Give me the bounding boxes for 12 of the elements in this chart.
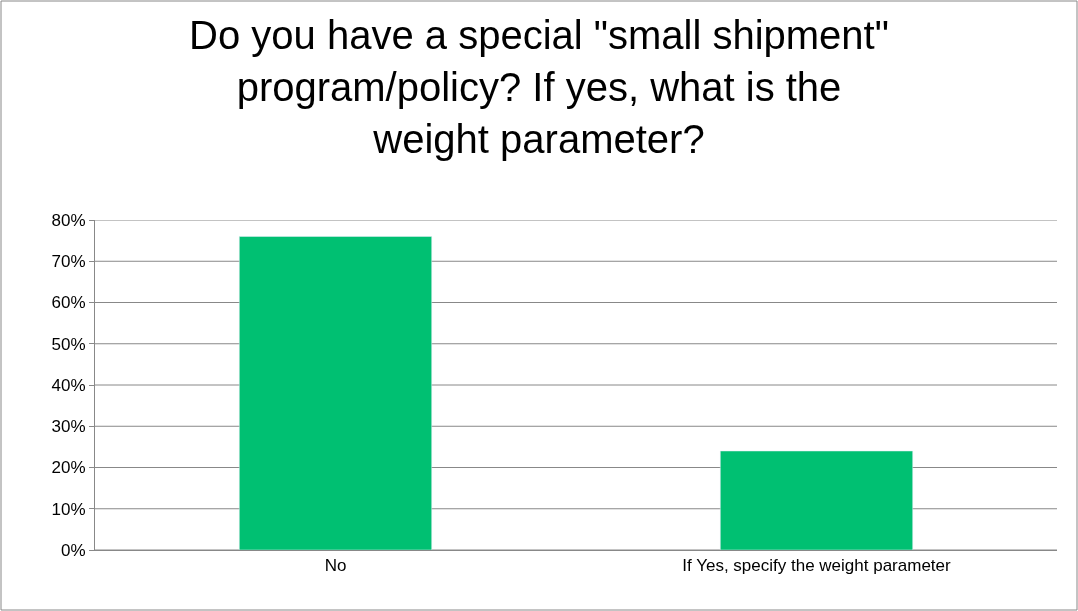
y-tick-label: 80% <box>51 210 86 230</box>
y-tick-label: 30% <box>51 417 86 437</box>
x-tick-label: No <box>324 556 347 576</box>
y-tick-label: 20% <box>51 458 86 478</box>
y-tick-label: 70% <box>51 252 86 272</box>
y-tick-label: 0% <box>61 540 86 560</box>
y-tick-label: 40% <box>51 375 86 395</box>
y-tick-label: 10% <box>51 499 86 519</box>
x-tick-label: If Yes, specify the weight parameter <box>682 556 952 576</box>
y-tick-label: 60% <box>51 293 86 313</box>
chart-title: Do you have a special "small shipment" program/policy? If yes, what is the weight parameter? <box>189 12 889 161</box>
y-tick-label: 50% <box>51 334 86 354</box>
